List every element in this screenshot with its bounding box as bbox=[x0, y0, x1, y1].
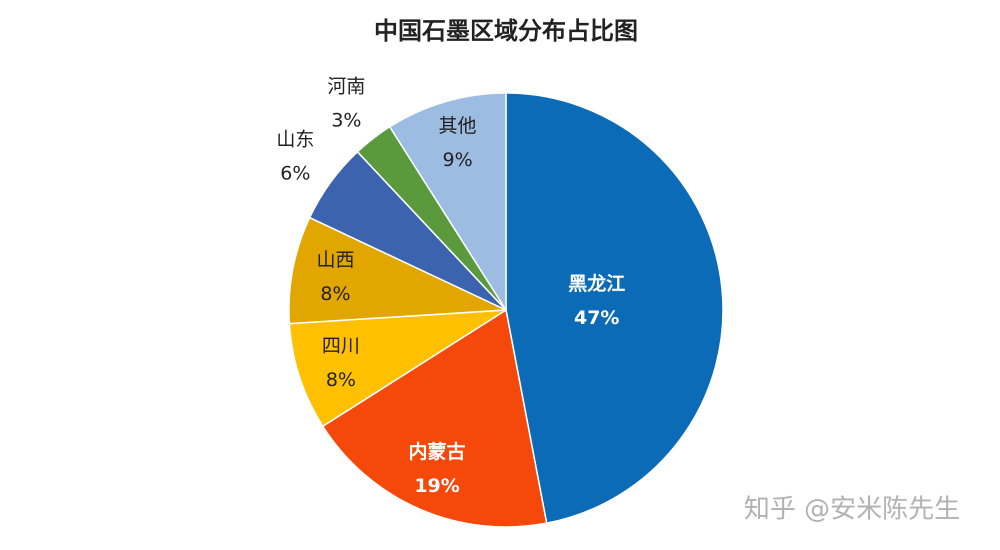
slice-label: 四川 bbox=[322, 335, 360, 357]
slice-label: 其他 bbox=[439, 115, 477, 137]
slice-label: 山西 bbox=[316, 249, 354, 271]
pie-slice bbox=[505, 92, 724, 525]
slice-label: 河南 bbox=[327, 76, 365, 98]
pie-slice bbox=[321, 308, 548, 528]
slice-value-label: 8% bbox=[320, 283, 350, 305]
pie-slice bbox=[388, 92, 507, 313]
pie-slice bbox=[288, 309, 507, 428]
watermark: 知乎 @安米陈先生 bbox=[744, 495, 960, 525]
slice-label: 内蒙古 bbox=[409, 440, 466, 463]
slice-value-label: 9% bbox=[442, 149, 472, 171]
slice-label: 黑龙江 bbox=[568, 272, 625, 295]
slice-value-label: 8% bbox=[326, 369, 356, 391]
slice-value-label: 6% bbox=[280, 162, 310, 184]
slice-value-label: 19% bbox=[414, 475, 459, 497]
chart-title: 中国石墨区域分布占比图 bbox=[374, 17, 638, 45]
slice-value-label: 3% bbox=[331, 110, 361, 132]
slice-value-label: 47% bbox=[574, 307, 619, 329]
slice-label: 山东 bbox=[276, 128, 314, 150]
pie-slice bbox=[288, 216, 507, 325]
